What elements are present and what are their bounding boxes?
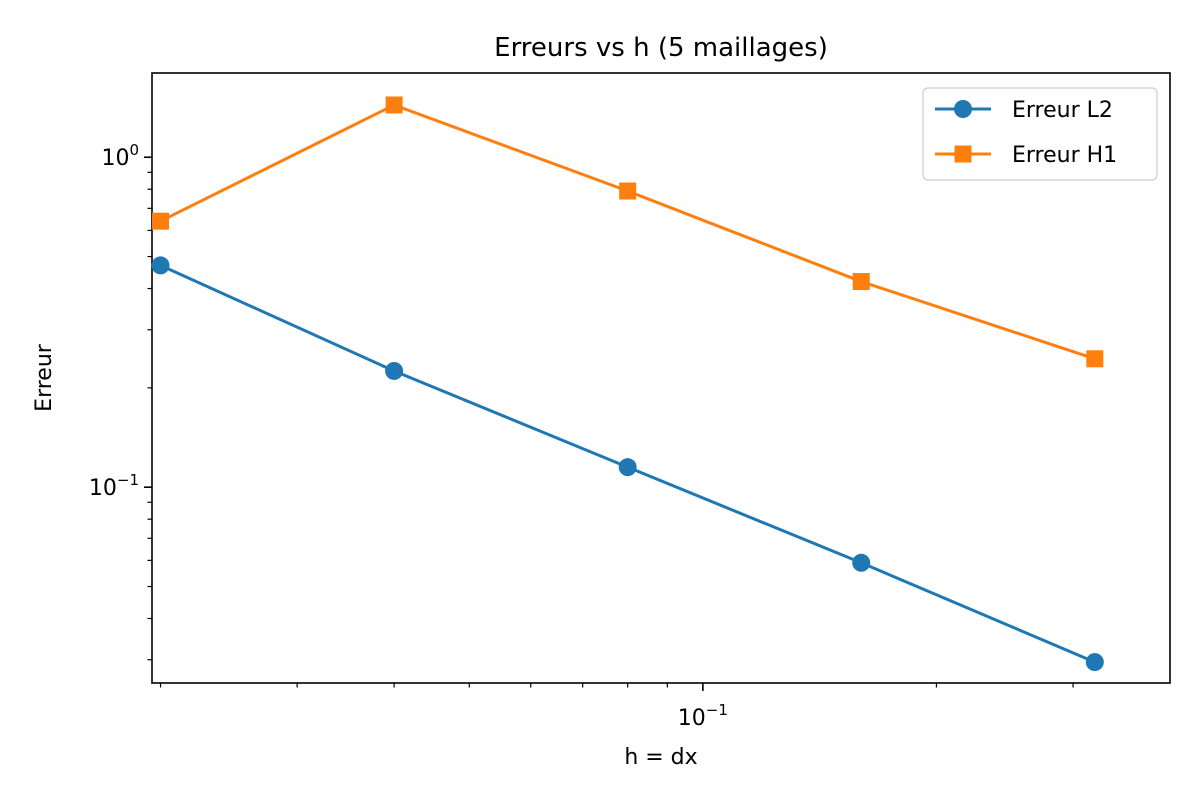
data-point-series-2 — [852, 273, 870, 291]
chart-title: Erreurs vs h (5 maillages) — [494, 33, 828, 63]
x-tick-label: 10−1 — [678, 701, 728, 731]
data-point-series-1 — [852, 553, 871, 572]
legend-label-2: Erreur H1 — [1012, 143, 1117, 168]
legend-label-1: Erreur L2 — [1012, 98, 1113, 123]
data-point-series-2 — [385, 96, 403, 114]
data-point-series-1 — [151, 256, 170, 275]
data-point-series-1 — [618, 458, 637, 477]
data-point-series-1 — [1085, 653, 1104, 672]
series-layer — [151, 96, 1104, 672]
data-point-series-2 — [152, 212, 170, 230]
legend-marker-2 — [954, 145, 972, 163]
x-axis-label: h = dx — [624, 745, 697, 770]
y-tick-label: 10−1 — [89, 471, 139, 501]
y-axis-label: Erreur — [32, 343, 57, 412]
plot-frame — [151, 72, 1171, 684]
data-point-series-2 — [619, 182, 637, 200]
legend: Erreur L2 Erreur H1 — [922, 87, 1158, 181]
tick-layer: 10−1 100 10−1 — [89, 141, 1074, 731]
legend-marker-1 — [954, 100, 972, 118]
data-point-series-2 — [1086, 350, 1104, 368]
legend-box — [922, 87, 1158, 181]
data-point-series-1 — [385, 361, 404, 380]
y-tick-label: 100 — [101, 141, 139, 171]
